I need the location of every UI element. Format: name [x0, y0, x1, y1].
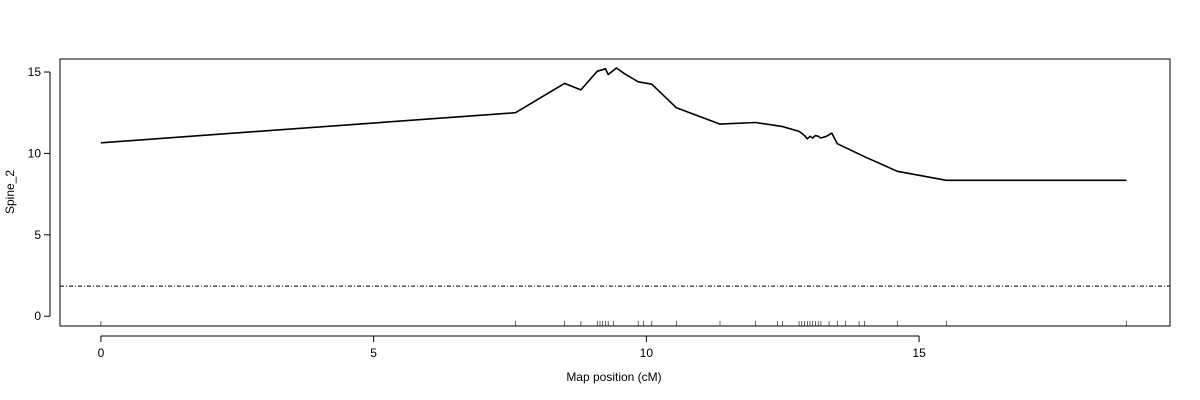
x-axis: 0 5 10 15 — [98, 335, 926, 360]
x-tick-label: 0 — [98, 346, 105, 360]
plot-frame — [59, 58, 1171, 327]
marker-rug — [100, 321, 1127, 326]
series-layer — [100, 67, 1127, 182]
y-tick-label: 5 — [34, 228, 41, 242]
x-tick-label: 15 — [912, 346, 926, 360]
y-tick-label: 10 — [28, 146, 42, 160]
x-tick-label: 5 — [370, 346, 377, 360]
y-tick-label: 15 — [28, 65, 42, 79]
y-tick-label: 0 — [34, 309, 41, 323]
x-tick-label: 10 — [640, 346, 654, 360]
x-axis-label: Map position (cM) — [566, 370, 661, 384]
y-axis: 0 5 10 15 — [28, 65, 51, 323]
y-axis-label: Spine_2 — [3, 170, 17, 214]
lod-curve — [100, 67, 1127, 182]
